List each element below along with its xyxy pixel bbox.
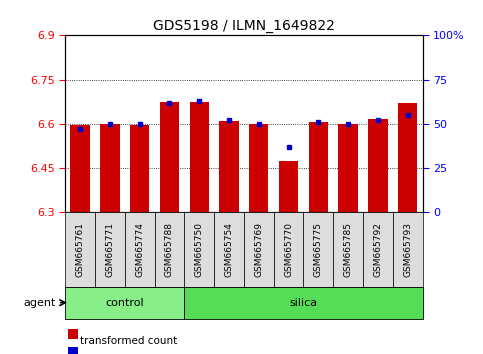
Bar [219,121,239,212]
Bar [160,102,179,212]
Bar [71,125,90,212]
Text: GSM665785: GSM665785 [344,222,353,277]
Text: GSM665750: GSM665750 [195,222,204,277]
Text: agent: agent [23,298,56,308]
Text: control: control [105,298,144,308]
Bar [279,161,298,212]
Title: GDS5198 / ILMN_1649822: GDS5198 / ILMN_1649822 [153,19,335,33]
Text: GSM665792: GSM665792 [373,222,383,277]
Text: GSM665761: GSM665761 [76,222,85,277]
Text: GSM665775: GSM665775 [314,222,323,277]
Bar [130,125,149,212]
Text: GSM665769: GSM665769 [255,222,263,277]
Text: silica: silica [289,298,317,308]
Bar [189,102,209,212]
Text: GSM665788: GSM665788 [165,222,174,277]
Bar [339,124,358,212]
Text: GSM665774: GSM665774 [135,222,144,277]
Text: GSM665754: GSM665754 [225,222,233,277]
Bar [100,124,120,212]
Text: transformed count: transformed count [80,336,177,346]
Bar [398,103,417,212]
Bar [368,120,388,212]
Bar [309,122,328,212]
Text: GSM665770: GSM665770 [284,222,293,277]
Text: GSM665771: GSM665771 [105,222,114,277]
Bar [249,125,269,212]
Text: GSM665793: GSM665793 [403,222,412,277]
